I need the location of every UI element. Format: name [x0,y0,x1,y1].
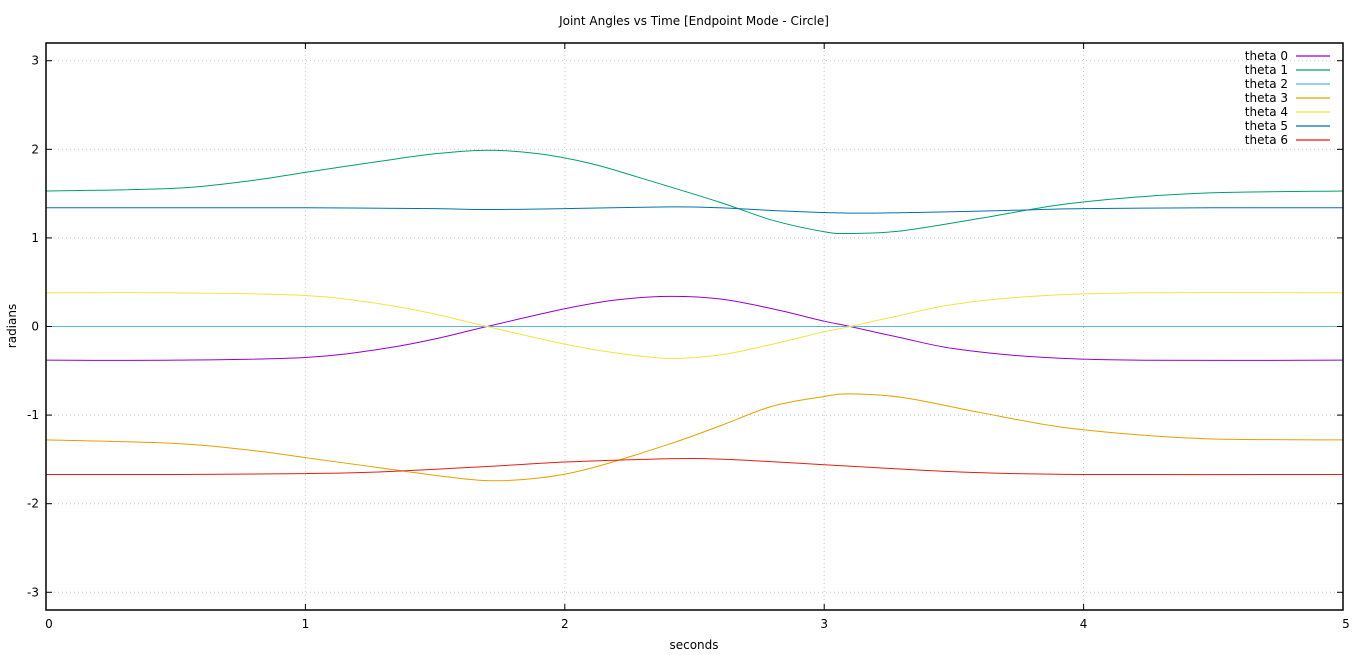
legend-label-theta-3: theta 3 [1245,91,1288,105]
x-tick-label: 3 [820,617,828,631]
legend-label-theta-2: theta 2 [1245,77,1288,91]
x-tick-label: 5 [1342,617,1350,631]
series-line-theta-6 [45,457,1344,476]
series-line-theta-3 [45,393,1344,482]
y-axis-label: radians [5,304,19,348]
y-tick-label: 1 [31,231,39,245]
axis-ticks: 0 1 2 3 4 5 -3 -2 -1 0 1 2 3 [27,43,1350,631]
x-tick-label: 0 [45,617,53,631]
x-tick-label: 2 [561,617,569,631]
y-tick-label: -3 [27,585,39,599]
series-line-theta-0 [45,295,1344,361]
y-tick-label: 3 [31,54,39,68]
legend-label-theta-6: theta 6 [1245,133,1288,147]
series-line-theta-1 [45,149,1344,235]
y-tick-label: 2 [31,142,39,156]
series-line-theta-5 [45,206,1344,214]
x-axis-label: seconds [669,638,718,652]
series-line-theta-4 [45,292,1344,359]
chart-title: Joint Angles vs Time [Endpoint Mode - Ci… [558,14,829,28]
legend-label-theta-4: theta 4 [1245,105,1288,119]
legend-label-theta-5: theta 5 [1245,119,1288,133]
x-tick-label: 4 [1080,617,1088,631]
legend-label-theta-1: theta 1 [1245,63,1288,77]
y-tick-label: -2 [27,497,39,511]
y-tick-label: 0 [31,320,39,334]
legend-label-theta-0: theta 0 [1245,49,1288,63]
series-lines [45,149,1344,482]
x-tick-label: 1 [302,617,310,631]
y-tick-label: -1 [27,408,39,422]
